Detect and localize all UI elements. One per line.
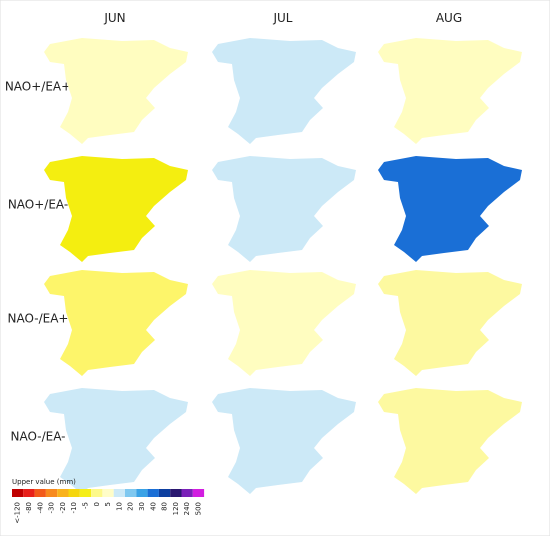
legend-swatch <box>79 489 92 497</box>
legend-title: Upper value (mm) <box>12 478 76 486</box>
legend-swatch <box>12 489 24 497</box>
legend-label: 120 <box>172 502 180 515</box>
map <box>378 156 522 262</box>
column-header: AUG <box>436 11 462 25</box>
map <box>212 270 356 376</box>
legend-swatch <box>34 489 46 497</box>
map <box>378 270 522 376</box>
row-label: NAO+/EA- <box>8 198 68 212</box>
row-label: NAO+/EA+ <box>5 80 71 94</box>
map <box>212 156 356 262</box>
legend-swatch <box>23 489 35 497</box>
legend-label: -80 <box>25 502 33 513</box>
legend-label: 40 <box>149 502 157 511</box>
legend-swatch <box>113 489 125 497</box>
legend-swatch <box>57 489 69 497</box>
legend-swatch <box>158 489 171 497</box>
legend-swatch <box>170 489 182 497</box>
legend-swatch <box>136 489 148 497</box>
map <box>378 388 522 494</box>
map <box>212 388 356 494</box>
legend-label: -20 <box>59 502 67 513</box>
legend-label: 80 <box>161 502 169 511</box>
legend-label: 20 <box>127 502 135 511</box>
legend-label: 500 <box>194 502 202 515</box>
legend-label: <-120 <box>14 502 22 524</box>
row-label: NAO-/EA- <box>11 430 66 444</box>
legend-label: 5 <box>104 502 112 506</box>
legend-swatch <box>45 489 58 497</box>
column-header: JUN <box>103 11 125 25</box>
legend-swatch <box>68 489 80 497</box>
legend-swatch <box>181 489 193 497</box>
legend-label: -5 <box>81 502 89 509</box>
legend-label: 240 <box>183 502 191 515</box>
map <box>212 38 356 144</box>
map <box>378 38 522 144</box>
legend-swatch <box>192 489 205 497</box>
row-label: NAO-/EA+ <box>8 312 69 326</box>
legend-swatch <box>91 489 103 497</box>
legend-label: 0 <box>93 502 101 506</box>
legend-label: -10 <box>70 502 78 513</box>
legend-label: -40 <box>36 502 44 513</box>
legend-swatch <box>147 489 159 497</box>
legend-swatch <box>102 489 114 497</box>
legend-label: 30 <box>138 502 146 511</box>
legend-label: 10 <box>115 502 123 511</box>
legend-swatch <box>125 489 137 497</box>
legend-label: -30 <box>48 502 56 513</box>
column-header: JUL <box>272 11 292 25</box>
